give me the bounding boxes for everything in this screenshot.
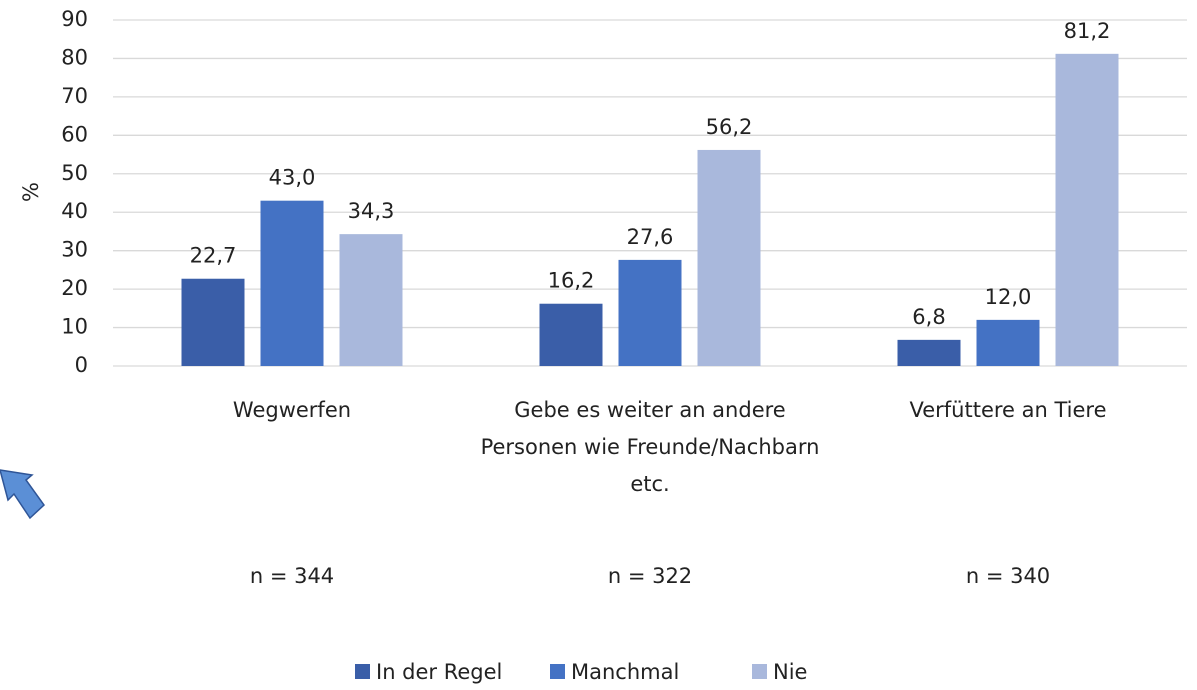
arrow-icon bbox=[0, 469, 45, 520]
y-tick-label: 10 bbox=[61, 315, 88, 339]
bar bbox=[976, 319, 1040, 366]
y-tick-label: 0 bbox=[75, 353, 88, 377]
data-label: 56,2 bbox=[706, 115, 753, 139]
y-tick-label: 50 bbox=[61, 161, 88, 185]
y-tick-label: 40 bbox=[61, 199, 88, 223]
annotation: n = 340 bbox=[966, 564, 1050, 588]
legend-label: Nie bbox=[773, 660, 807, 684]
legend-label: In der Regel bbox=[376, 660, 502, 684]
bar bbox=[897, 339, 961, 366]
data-label: 43,0 bbox=[269, 166, 316, 190]
y-tick-label: 80 bbox=[61, 45, 88, 69]
annotation: n = 322 bbox=[608, 564, 692, 588]
y-tick-label: 30 bbox=[61, 238, 88, 262]
legend-swatch bbox=[752, 664, 767, 679]
data-label: 22,7 bbox=[190, 244, 237, 268]
x-tick-label: Wegwerfen bbox=[232, 398, 352, 422]
y-tick-label: 90 bbox=[61, 7, 88, 31]
legend-label: Manchmal bbox=[571, 660, 679, 684]
bar bbox=[181, 278, 245, 366]
bar bbox=[539, 303, 603, 366]
y-axis-label: % bbox=[19, 182, 43, 202]
bar bbox=[339, 234, 403, 366]
y-tick-label: 70 bbox=[61, 84, 88, 108]
bar bbox=[697, 149, 761, 366]
legend-swatch bbox=[355, 664, 370, 679]
x-tick-label: Gebe es weiter an andere Personen wie Fr… bbox=[480, 398, 820, 496]
y-tick-label: 60 bbox=[61, 122, 88, 146]
bar bbox=[618, 259, 682, 366]
data-label: 81,2 bbox=[1064, 19, 1111, 43]
data-label: 6,8 bbox=[912, 305, 945, 329]
data-label: 27,6 bbox=[627, 225, 674, 249]
data-label: 12,0 bbox=[985, 285, 1032, 309]
legend-swatch bbox=[550, 664, 565, 679]
data-label: 16,2 bbox=[548, 269, 595, 293]
x-tick-label: Verfüttere an Tiere bbox=[909, 398, 1107, 422]
annotation: n = 344 bbox=[250, 564, 334, 588]
bar bbox=[260, 200, 324, 366]
data-label: 34,3 bbox=[348, 199, 395, 223]
y-tick-label: 20 bbox=[61, 276, 88, 300]
bar bbox=[1055, 53, 1119, 366]
